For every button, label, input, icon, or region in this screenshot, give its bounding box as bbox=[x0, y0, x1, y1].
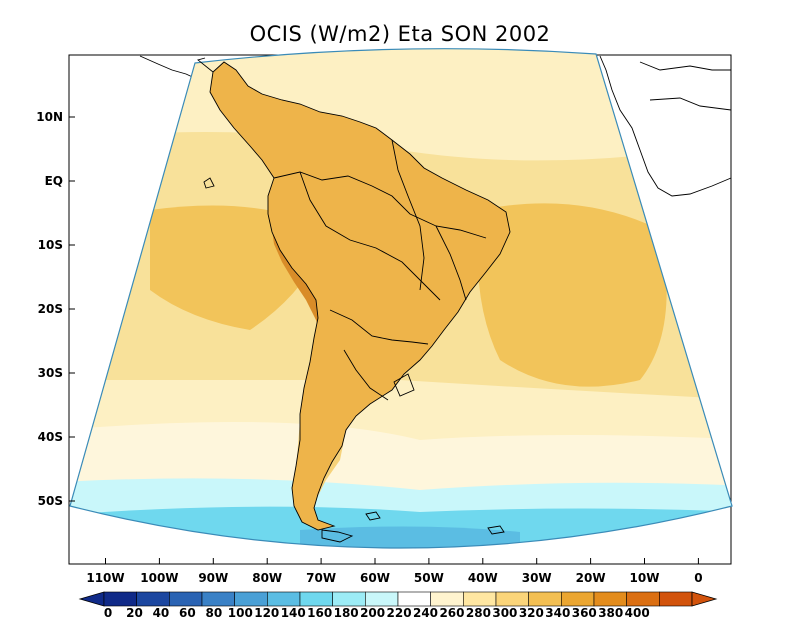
lon-tick-label: 100W bbox=[140, 571, 178, 585]
lat-tick-label: EQ bbox=[45, 174, 63, 188]
colorbar-swatch bbox=[365, 591, 399, 607]
lon-tick-label: 20W bbox=[576, 571, 606, 585]
field-band-polar bbox=[70, 506, 732, 549]
colorbar-swatch bbox=[267, 591, 301, 607]
field-band-polar-deep bbox=[300, 526, 520, 549]
colorbar-swatch bbox=[299, 591, 333, 607]
border-north bbox=[273, 171, 487, 239]
lon-tick-label: 10W bbox=[630, 571, 660, 585]
lon-tick-label: 60W bbox=[360, 571, 390, 585]
coastlines bbox=[197, 57, 511, 543]
colorbar-label: 20 bbox=[126, 606, 143, 618]
latitude-ticks: 10N EQ 10S 20S 30S 40S 50S bbox=[36, 110, 75, 508]
lon-tick-label: 30W bbox=[522, 571, 552, 585]
colorbar-swatch bbox=[528, 591, 562, 607]
plot-area: 10N EQ 10S 20S 30S 40S 50S 110W 100W 90W 80W 70W 60… bbox=[36, 48, 733, 585]
field-patch-east bbox=[477, 203, 667, 387]
galapagos bbox=[203, 177, 215, 189]
colorbar-label: 260 bbox=[439, 606, 464, 618]
colorbar-swatch bbox=[103, 591, 137, 607]
lon-tick-label: 110W bbox=[86, 571, 124, 585]
colorbar-swatch bbox=[397, 591, 431, 607]
colorbar-label: 100 bbox=[228, 606, 253, 618]
lat-tick-label: 40S bbox=[38, 430, 63, 444]
longitude-ticks: 110W 100W 90W 80W 70W 60W 50W 40W 30W 20W 10W 0 bbox=[86, 558, 703, 585]
colorbar-swatch bbox=[463, 591, 497, 607]
africa-coast bbox=[599, 55, 732, 197]
north-america-coast bbox=[139, 55, 200, 81]
colorbar-label: 160 bbox=[307, 606, 332, 618]
colorbar-low-arrow bbox=[78, 591, 105, 607]
colorbar-label: 280 bbox=[466, 606, 491, 618]
map-title: OCIS (W/m2) Eta SON 2002 bbox=[250, 22, 551, 46]
colorbar-swatch bbox=[495, 591, 529, 607]
africa-borders bbox=[639, 61, 731, 71]
lon-tick-label: 80W bbox=[252, 571, 282, 585]
rio-de-la-plata bbox=[393, 373, 415, 397]
lon-tick-label: 0 bbox=[694, 571, 702, 585]
colorbar-swatch bbox=[659, 591, 693, 607]
lat-tick-label: 10N bbox=[36, 110, 63, 124]
border-south-1 bbox=[329, 309, 429, 345]
colorbar-swatch bbox=[234, 591, 268, 607]
colorbar-swatch bbox=[430, 591, 464, 607]
colorbar-label: 60 bbox=[179, 606, 196, 618]
south-georgia bbox=[487, 525, 505, 535]
border-brazil-states bbox=[435, 225, 467, 301]
colorbar-label: 340 bbox=[545, 606, 570, 618]
border-brazil-west bbox=[391, 139, 425, 291]
colorbar-swatch bbox=[201, 591, 235, 607]
colorbar-label: 0 bbox=[104, 606, 112, 618]
colorbar-swatch bbox=[169, 591, 203, 607]
colorbar-label: 300 bbox=[492, 606, 517, 618]
border-south-2 bbox=[343, 349, 389, 401]
colorbar-high-arrow bbox=[691, 591, 718, 607]
colorbar-label: 140 bbox=[281, 606, 306, 618]
lon-tick-label: 50W bbox=[414, 571, 444, 585]
colorbar-label: 240 bbox=[413, 606, 438, 618]
colorbar-label: 80 bbox=[205, 606, 222, 618]
colorbar-label: 200 bbox=[360, 606, 385, 618]
lat-tick-label: 20S bbox=[38, 302, 63, 316]
colorbar-label: 360 bbox=[572, 606, 597, 618]
colorbar-label: 120 bbox=[254, 606, 279, 618]
colorbar-swatch bbox=[593, 591, 627, 607]
lat-tick-label: 50S bbox=[38, 494, 63, 508]
colorbar-label: 220 bbox=[387, 606, 412, 618]
lon-tick-label: 90W bbox=[198, 571, 228, 585]
colorbar-label: 380 bbox=[598, 606, 623, 618]
colorbar-label: 40 bbox=[153, 606, 170, 618]
colorbar-swatch bbox=[136, 591, 170, 607]
lon-tick-label: 70W bbox=[306, 571, 336, 585]
colorbar-swatch bbox=[561, 591, 595, 607]
lat-tick-label: 10S bbox=[38, 238, 63, 252]
domain-boundary bbox=[69, 48, 733, 549]
colorbar-swatch bbox=[626, 591, 660, 607]
africa-borders-2 bbox=[649, 97, 732, 111]
falkland-islands bbox=[365, 511, 381, 521]
lon-tick-label: 40W bbox=[468, 571, 498, 585]
tierra-del-fuego bbox=[321, 529, 354, 543]
colorbar: 0 20 40 60 80 100 120 140 160 180 200 220 240 260 280 3… bbox=[78, 591, 718, 618]
colorbar-swatch bbox=[332, 591, 366, 607]
colorbar-label: 400 bbox=[625, 606, 650, 618]
border-central bbox=[299, 171, 441, 301]
central-america-coast bbox=[197, 57, 214, 73]
colorbar-label: 180 bbox=[334, 606, 359, 618]
lat-tick-label: 30S bbox=[38, 366, 63, 380]
colorbar-label: 320 bbox=[519, 606, 544, 618]
